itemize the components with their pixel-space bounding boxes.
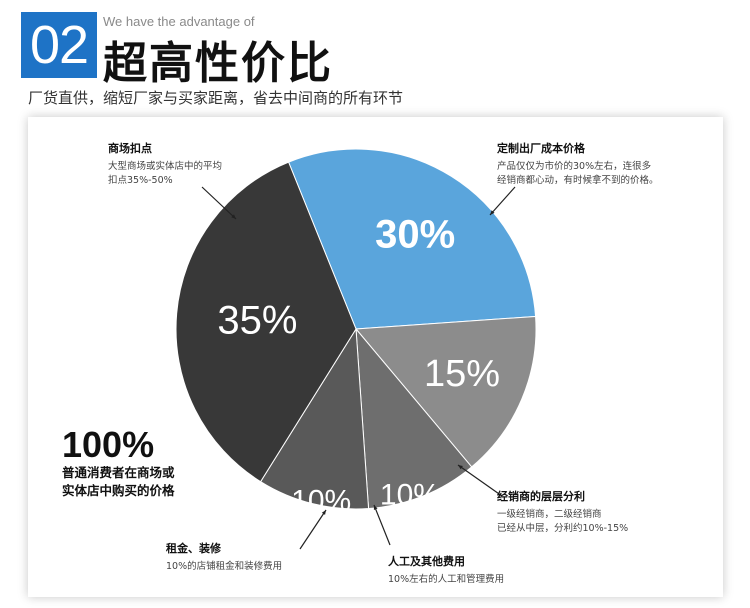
callout-mall: 商场扣点 大型商场或实体店中的平均 扣点35%-50% xyxy=(108,140,222,188)
slice-label: 15% xyxy=(424,353,500,395)
total-desc-line: 普通消费者在商场或 xyxy=(62,465,175,480)
callout-mall-desc-line: 扣点35%-50% xyxy=(108,175,173,186)
pointer-factory-arrowhead xyxy=(490,210,495,215)
callout-labor-title: 人工及其他费用 xyxy=(388,555,465,568)
slice-label: 10% xyxy=(291,485,351,518)
callout-rent: 租金、装修 10%的店铺租金和装修费用 xyxy=(166,540,282,574)
pointer-factory xyxy=(489,186,516,216)
total-desc: 普通消费者在商场或 实体店中购买的价格 xyxy=(62,464,175,500)
chart-panel: 30% 15% 10% 10% 35% xyxy=(28,117,723,597)
slice-mall-commission xyxy=(175,161,357,483)
callout-factory-desc: 产品仅仅为市价的30%左右，连很多 经销商都心动，有时候拿不到的价格。 xyxy=(497,160,659,188)
slice-label: 35% xyxy=(217,298,297,342)
pointer-mall xyxy=(201,186,237,220)
callout-labor: 人工及其他费用 10%左右的人工和管理费用 xyxy=(388,553,504,587)
pointer-dealer-arrowhead xyxy=(458,465,463,470)
page-subtitle: 厂货直供，缩短厂家与买家距离，省去中间商的所有环节 xyxy=(28,89,404,107)
callout-factory-title: 定制出厂成本价格 xyxy=(497,142,585,155)
section-tagline: We have the advantage of xyxy=(103,14,255,29)
callout-rent-desc: 10%的店铺租金和装修费用 xyxy=(166,560,282,574)
callout-dealer-desc: 一级经销商，二级经销商 已经从中层，分利约10%-15% xyxy=(497,508,628,536)
callout-rent-desc-line: 10%的店铺租金和装修费用 xyxy=(166,561,283,572)
slice-labor xyxy=(355,327,473,510)
pointer-rent xyxy=(299,509,327,550)
callout-rent-title: 租金、装修 xyxy=(166,542,221,555)
slice-label: 30% xyxy=(375,212,455,256)
page-title: 超高性价比 xyxy=(103,38,333,89)
callout-dealer-desc-line: 已经从中层，分利约10%-15% xyxy=(497,523,629,534)
callout-labor-desc-line: 10%左右的人工和管理费用 xyxy=(388,574,505,585)
slice-label: 10% xyxy=(380,478,440,511)
callout-dealer-desc-line: 一级经销商，二级经销商 xyxy=(497,509,602,520)
callout-mall-desc-line: 大型商场或实体店中的平均 xyxy=(108,161,223,172)
callout-mall-title: 商场扣点 xyxy=(108,142,152,155)
section-number: 02 xyxy=(21,12,97,78)
slice-dealer-margin xyxy=(354,315,537,468)
callout-dealer-title: 经销商的层层分利 xyxy=(497,490,585,503)
total-desc-line: 实体店中购买的价格 xyxy=(62,483,175,498)
callout-factory-desc-line: 产品仅仅为市价的30%左右，连很多 xyxy=(497,161,652,172)
pointer-labor xyxy=(373,504,391,546)
slice-rent xyxy=(259,327,370,510)
pointer-mall-arrowhead xyxy=(231,214,236,219)
callout-labor-desc: 10%左右的人工和管理费用 xyxy=(388,573,504,587)
pointer-labor-arrowhead xyxy=(373,505,378,510)
pie-chart: 30% 15% 10% 10% 35% xyxy=(175,148,537,550)
callout-factory-desc-line: 经销商都心动，有时候拿不到的价格。 xyxy=(497,175,659,186)
total-percent: 100% xyxy=(62,424,155,465)
pointer-dealer xyxy=(457,464,503,497)
callout-mall-desc: 大型商场或实体店中的平均 扣点35%-50% xyxy=(108,160,222,188)
pointer-rent-arrowhead xyxy=(321,510,326,515)
callout-factory: 定制出厂成本价格 产品仅仅为市价的30%左右，连很多 经销商都心动，有时候拿不到… xyxy=(497,140,659,188)
slice-factory-cost xyxy=(287,148,537,330)
callout-dealer: 经销商的层层分利 一级经销商，二级经销商 已经从中层，分利约10%-15% xyxy=(497,488,628,536)
